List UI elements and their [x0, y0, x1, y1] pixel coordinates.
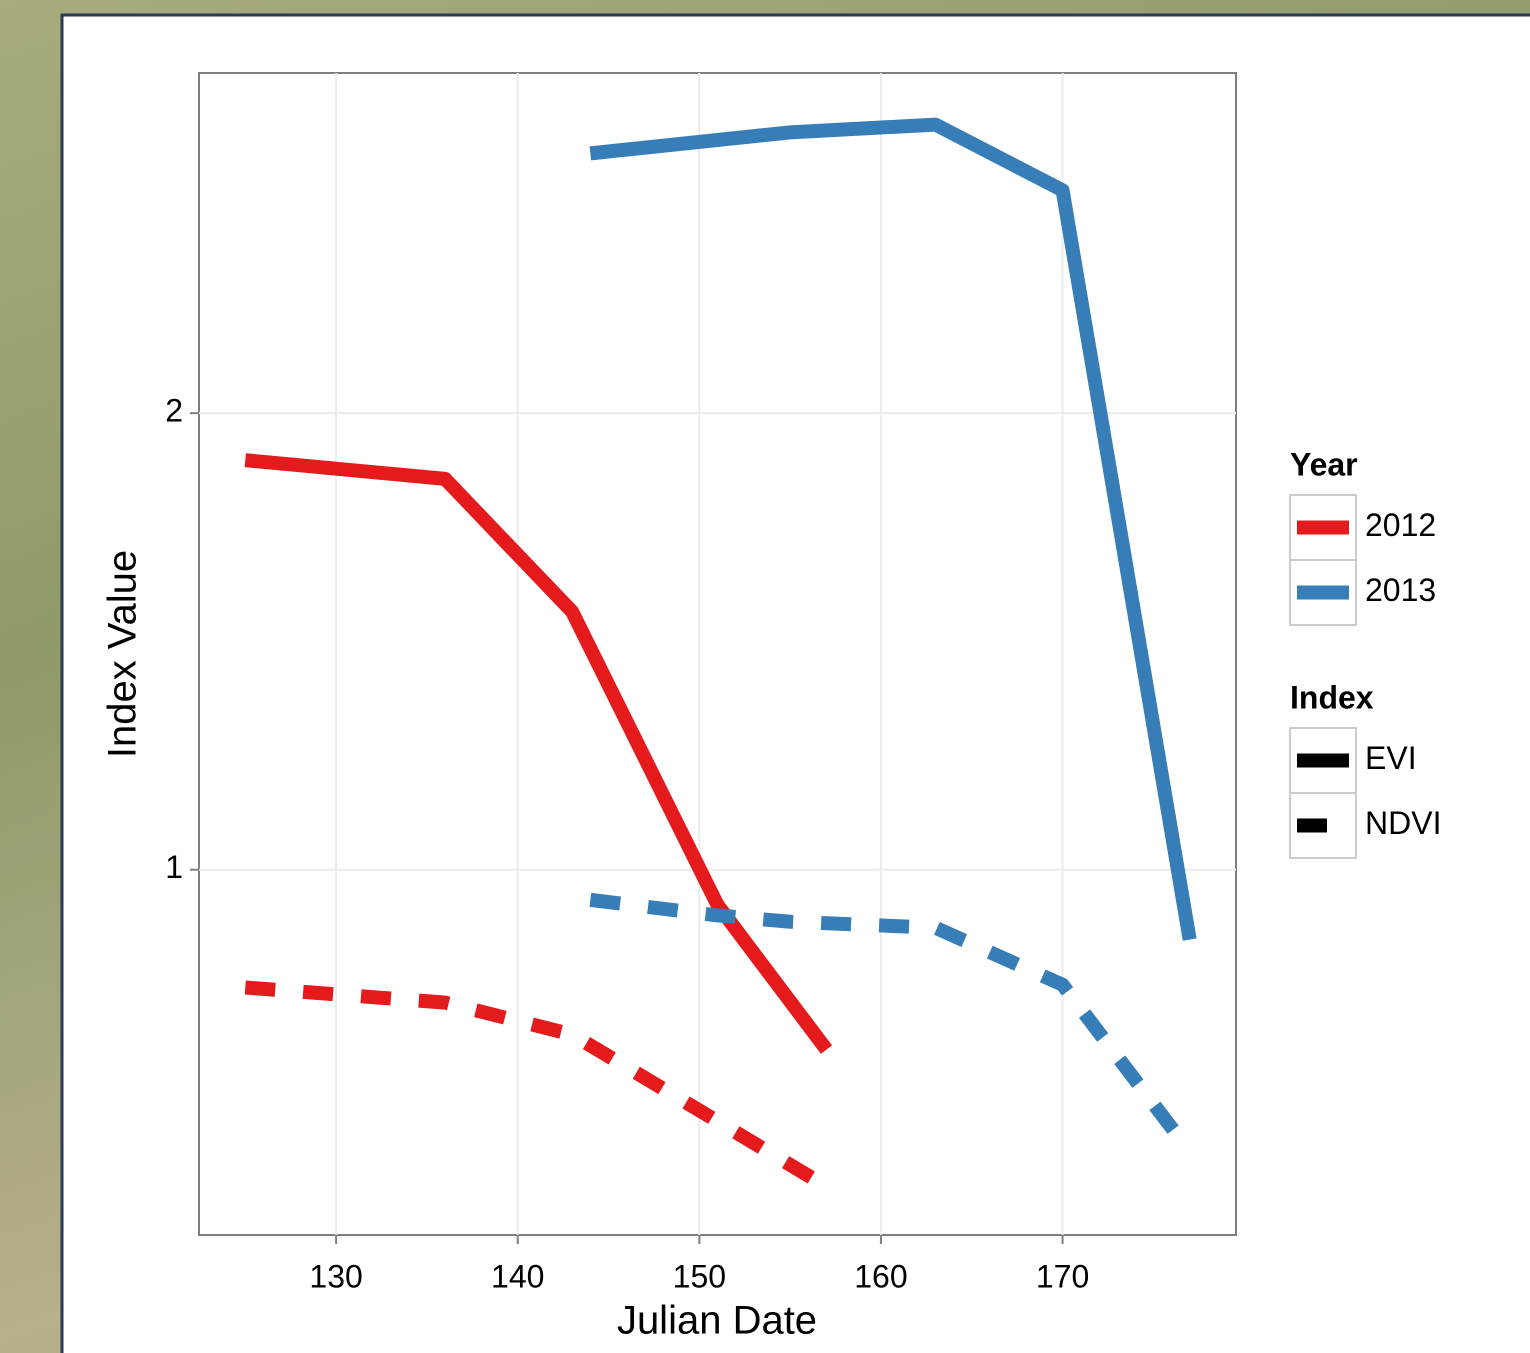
x-tick-label: 130 — [309, 1258, 362, 1294]
legend-title: Year — [1290, 446, 1358, 482]
legend-label: 2012 — [1365, 507, 1436, 543]
y-tick-label: 1 — [165, 849, 183, 885]
data-line — [244, 453, 833, 1054]
legend-label: NDVI — [1365, 805, 1441, 841]
x-axis-title: Julian Date — [617, 1299, 817, 1343]
legend-label: EVI — [1365, 740, 1417, 776]
data-line — [244, 980, 831, 1193]
y-axis-title: Index Value — [101, 550, 145, 758]
x-tick-label: 140 — [491, 1258, 544, 1294]
y-tick-label: 2 — [165, 393, 183, 429]
data-line — [589, 117, 1197, 941]
legend-label: 2013 — [1365, 572, 1436, 608]
x-tick-label: 170 — [1036, 1258, 1089, 1294]
plot-panel — [198, 72, 1237, 1236]
x-tick-label: 150 — [673, 1258, 726, 1294]
x-tick-label: 160 — [854, 1258, 907, 1294]
legend-title: Index — [1290, 679, 1374, 715]
